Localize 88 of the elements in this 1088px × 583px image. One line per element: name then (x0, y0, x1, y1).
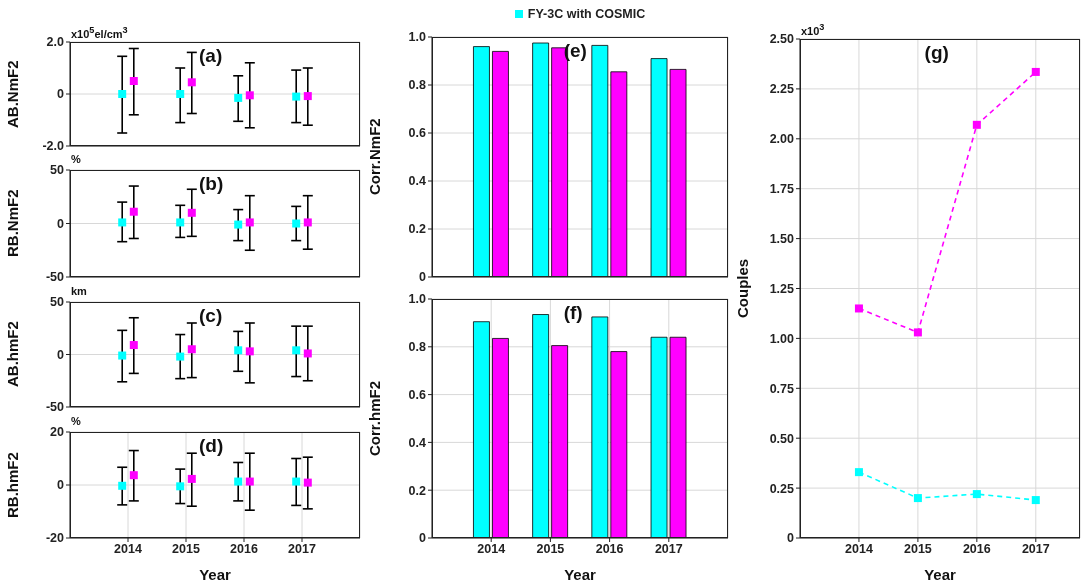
y-tick-label: 1.0 (408, 30, 427, 45)
text: % (71, 415, 81, 427)
x-axis-title: Year (199, 566, 232, 583)
y-axis-title: AB.hmF2 (4, 320, 21, 390)
y-tick-label: -50 (45, 270, 65, 285)
y-tick-label: 0 (787, 531, 795, 546)
y-tick-label: 1.50 (769, 232, 795, 247)
bar (492, 51, 509, 277)
y-tick-label: 0.2 (408, 222, 427, 237)
x-axis-title: Year (924, 566, 957, 583)
y-tick-label: -20 (45, 531, 65, 546)
y-tick-label: 1.0 (408, 292, 427, 307)
point (972, 490, 981, 499)
x-tick-label: 2014 (114, 541, 142, 556)
bar (473, 321, 490, 538)
bar (610, 351, 628, 538)
y-tick-label: 1.00 (769, 331, 795, 346)
annotation: (g) (924, 42, 949, 63)
bar (591, 316, 609, 538)
y-tick-label: 1.75 (769, 182, 795, 197)
x-tick-label: 2015 (903, 541, 932, 556)
y-tick-label: 20 (50, 425, 65, 440)
point (854, 304, 863, 313)
y-tick-label: 0.4 (408, 435, 427, 450)
text: x10$^{3}$ (801, 22, 825, 37)
x-tick-label: 2017 (288, 541, 316, 556)
annotation: (c) (199, 305, 223, 326)
bar (532, 314, 550, 538)
y-tick-label: 2.0 (46, 35, 65, 50)
text: km (71, 285, 87, 297)
x-tick-label: 2015 (536, 541, 565, 556)
bar (591, 45, 609, 277)
y-axis-title: RB.NmF2 (4, 188, 21, 260)
point (913, 494, 922, 503)
y-tick-label: 0.4 (408, 174, 427, 189)
bar (473, 46, 490, 277)
point (854, 468, 863, 477)
point (1031, 496, 1040, 505)
y-axis-title: Corr.hmF2 (366, 380, 383, 458)
x-tick-label: 2016 (595, 541, 624, 556)
x-tick-label: 2017 (1021, 541, 1050, 556)
annotation: (b) (199, 173, 224, 194)
y-tick-label: 0.8 (408, 78, 427, 93)
y-tick-label: 2.00 (769, 132, 795, 147)
y-axis-title: Corr.NmF2 (366, 117, 383, 198)
y-tick-label: 0.6 (408, 126, 427, 141)
x-tick-label: 2014 (477, 541, 506, 556)
bar (532, 42, 550, 277)
y-tick-label: -2.0 (42, 139, 65, 154)
x-tick-label: 2015 (172, 541, 200, 556)
y-tick-label: 50 (50, 163, 65, 178)
y-tick-label: 0.25 (769, 481, 795, 496)
y-tick-label: 2.25 (769, 82, 795, 97)
y-tick-label: 0.2 (408, 483, 427, 498)
annotation: (a) (199, 45, 223, 66)
y-tick-label: 0.75 (769, 381, 795, 396)
y-tick-label: 0.6 (408, 388, 427, 403)
bar (551, 345, 569, 538)
x-tick-label: 2014 (845, 541, 873, 556)
point (913, 328, 922, 337)
legend-label: FY-3C with COSMIC (526, 7, 646, 21)
y-tick-label: 2.50 (769, 32, 795, 47)
x-tick-label: 2016 (962, 541, 991, 556)
bar (610, 71, 628, 277)
y-tick-label: 0 (57, 87, 65, 102)
point (972, 120, 981, 129)
x-tick-label: 2016 (230, 541, 258, 556)
y-tick-label: 0.50 (769, 431, 795, 446)
text: x10$^{5}$el/cm$^{3}$ (71, 25, 128, 40)
y-tick-label: 1.25 (769, 281, 795, 296)
x-tick-label: 2017 (654, 541, 683, 556)
bar (492, 338, 509, 538)
y-tick-label: 0 (57, 478, 65, 493)
annotation: (f) (563, 302, 583, 323)
text: % (71, 153, 81, 165)
x-axis-title: Year (564, 566, 597, 583)
y-axis-title: AB.NmF2 (4, 59, 21, 130)
y-tick-label: 0 (419, 531, 427, 546)
y-axis-title: Couples (734, 257, 751, 321)
point (1031, 67, 1040, 76)
y-tick-label: -50 (45, 400, 65, 415)
y-tick-label: 0 (419, 270, 427, 285)
y-tick-label: 0 (57, 347, 65, 362)
y-axis-title: RB.hmF2 (4, 451, 21, 520)
y-tick-label: 50 (50, 295, 65, 310)
annotation: (d) (199, 435, 224, 456)
y-tick-label: 0 (57, 216, 65, 231)
y-tick-label: 0.8 (408, 340, 427, 355)
